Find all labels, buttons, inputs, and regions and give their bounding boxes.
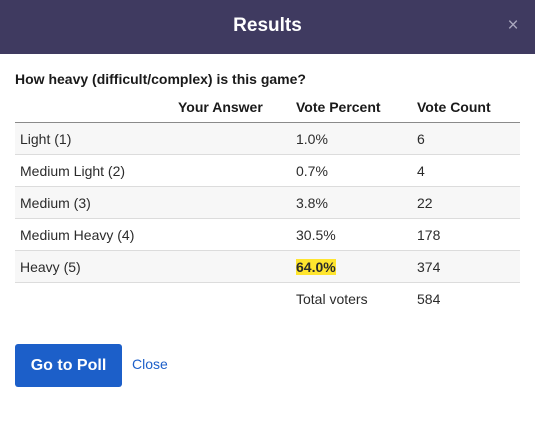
vote-count-cell: 374	[417, 250, 520, 283]
your-answer-cell	[178, 122, 296, 155]
column-header-your-answer: Your Answer	[178, 92, 296, 123]
vote-percent-value: 0.7%	[296, 162, 328, 179]
vote-count-cell: 4	[417, 154, 520, 187]
total-voters-label: Total voters	[296, 282, 417, 314]
table-row: Light (1) 1.0% 6	[15, 122, 520, 155]
vote-percent-cell: 64.0%	[296, 250, 417, 283]
vote-percent-value: 64.0%	[296, 258, 336, 275]
table-row: Medium Heavy (4) 30.5% 178	[15, 218, 520, 251]
option-label: Medium Light (2)	[15, 154, 178, 187]
column-header-vote-percent: Vote Percent	[296, 92, 417, 123]
close-link[interactable]: Close	[132, 356, 168, 372]
option-label: Medium (3)	[15, 186, 178, 219]
dialog-title: Results	[233, 15, 302, 36]
vote-count-cell: 178	[417, 218, 520, 251]
dialog-header: Results ×	[0, 0, 535, 54]
option-label: Light (1)	[15, 122, 178, 155]
your-answer-cell	[178, 250, 296, 283]
close-icon[interactable]: ×	[507, 15, 519, 36]
table-row: Medium (3) 3.8% 22	[15, 186, 520, 219]
option-label: Medium Heavy (4)	[15, 218, 178, 251]
vote-percent-value: 3.8%	[296, 194, 328, 211]
vote-percent-cell: 3.8%	[296, 186, 417, 219]
your-answer-cell	[178, 186, 296, 219]
vote-percent-value: 30.5%	[296, 226, 336, 243]
vote-count-cell: 22	[417, 186, 520, 219]
your-answer-cell	[178, 154, 296, 187]
vote-percent-cell: 0.7%	[296, 154, 417, 187]
your-answer-cell	[178, 218, 296, 251]
poll-question: How heavy (difficult/complex) is this ga…	[15, 71, 306, 87]
go-to-poll-button[interactable]: Go to Poll	[15, 344, 122, 387]
vote-percent-cell: 30.5%	[296, 218, 417, 251]
option-label: Heavy (5)	[15, 250, 178, 283]
column-header-option	[15, 92, 178, 123]
total-voters-row: Total voters 584	[15, 282, 520, 314]
column-header-vote-count: Vote Count	[417, 92, 520, 123]
vote-percent-value: 1.0%	[296, 130, 328, 147]
total-voters-count: 584	[417, 282, 520, 314]
vote-count-cell: 6	[417, 122, 520, 155]
results-table: Your Answer Vote Percent Vote Count Ligh…	[15, 92, 520, 314]
table-row: Medium Light (2) 0.7% 4	[15, 154, 520, 187]
table-header-row: Your Answer Vote Percent Vote Count	[15, 92, 520, 123]
vote-percent-cell: 1.0%	[296, 122, 417, 155]
table-row: Heavy (5) 64.0% 374	[15, 250, 520, 283]
